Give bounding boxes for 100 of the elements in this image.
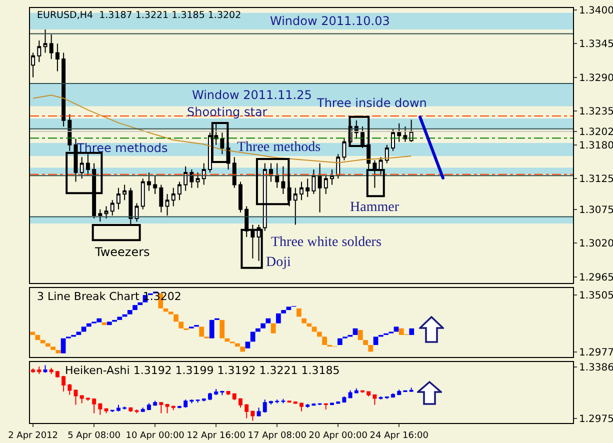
candlestick xyxy=(92,162,96,220)
candlestick xyxy=(110,200,114,216)
annotation: Hammer xyxy=(350,200,400,215)
bar xyxy=(220,320,225,338)
bar xyxy=(106,322,112,326)
candlestick xyxy=(378,396,383,400)
bar xyxy=(86,323,92,327)
candlestick xyxy=(372,394,377,406)
candlestick xyxy=(324,175,328,194)
candlestick xyxy=(378,156,383,176)
candlestick xyxy=(159,402,164,414)
annotation: Doji xyxy=(266,255,291,270)
y-tick-label: 1.3075 xyxy=(579,204,613,216)
y-tick-label: 1.3400 xyxy=(579,5,613,16)
candlestick xyxy=(110,410,114,413)
bar xyxy=(250,332,256,342)
bar xyxy=(266,318,271,324)
candlestick xyxy=(43,364,48,374)
bar xyxy=(358,330,363,340)
candlestick xyxy=(37,366,42,374)
candlestick xyxy=(300,402,304,412)
candlestick xyxy=(250,410,255,422)
candlestick xyxy=(74,138,78,182)
candlestick xyxy=(43,28,48,54)
bar xyxy=(317,332,322,337)
candlestick xyxy=(196,399,200,404)
candlestick xyxy=(128,187,133,226)
bar xyxy=(235,343,240,347)
x-tick-label: 20 Apr 00:00 xyxy=(308,430,368,441)
bar xyxy=(138,302,143,306)
bar xyxy=(296,308,302,317)
y-tick-label: 1.3125 xyxy=(579,174,613,186)
bar xyxy=(302,318,306,324)
candlestick xyxy=(214,388,218,396)
x-tick-label: 5 Apr 08:00 xyxy=(68,430,121,441)
bar xyxy=(132,305,138,310)
candlestick xyxy=(220,132,224,155)
candlestick xyxy=(31,368,36,374)
candlestick xyxy=(98,208,102,222)
candlestick xyxy=(98,402,102,416)
candlestick xyxy=(146,172,151,192)
bar xyxy=(276,313,281,324)
band-label: Window 2011.10.03 xyxy=(270,14,390,28)
bar xyxy=(127,310,132,314)
candlestick xyxy=(196,172,200,188)
x-tick-label: 12 Apr 16:00 xyxy=(186,430,246,441)
candlestick xyxy=(190,168,194,188)
candlestick xyxy=(116,404,120,412)
bar xyxy=(312,326,317,332)
y-tick-label: 1.3020 xyxy=(579,238,613,250)
candlestick xyxy=(86,154,90,176)
candlestick xyxy=(146,402,151,411)
candlestick xyxy=(214,122,218,146)
candlestick xyxy=(68,383,72,396)
candlestick xyxy=(128,407,133,413)
candlestick xyxy=(244,206,249,238)
bar xyxy=(394,326,399,332)
candlestick xyxy=(354,388,358,394)
bar xyxy=(322,336,327,346)
candlestick xyxy=(336,400,340,404)
y-tick-label: 1.3290 xyxy=(579,72,613,84)
candlestick xyxy=(165,403,170,414)
candlestick xyxy=(37,40,42,63)
y-tick-label: 1.3505 xyxy=(579,290,613,302)
x-tick-label: 10 Apr 00:00 xyxy=(126,430,185,441)
candlestick xyxy=(49,367,54,374)
candlestick xyxy=(275,162,280,188)
annotation: Shooting star xyxy=(187,105,268,119)
candlestick xyxy=(384,144,389,164)
candlestick xyxy=(391,129,396,152)
candlestick xyxy=(366,390,371,397)
candlestick xyxy=(306,403,310,408)
candlestick xyxy=(104,206,108,220)
candlestick xyxy=(159,184,164,213)
candlestick xyxy=(104,408,108,414)
candlestick xyxy=(80,156,84,180)
candlestick xyxy=(74,389,78,406)
candlestick xyxy=(165,193,170,216)
bar xyxy=(76,332,82,335)
candlestick xyxy=(140,407,145,413)
bar xyxy=(81,326,86,332)
x-tick-label: 17 Apr 08:00 xyxy=(248,430,307,441)
bar xyxy=(46,343,50,347)
candlestick xyxy=(348,390,352,399)
band-label: Window 2011.11.25 xyxy=(192,88,312,102)
candlestick xyxy=(318,162,322,213)
bar xyxy=(256,328,260,332)
y-tick-label: 1.3180 xyxy=(579,140,613,152)
bar xyxy=(174,314,178,322)
bar xyxy=(178,322,184,328)
candlestick xyxy=(116,187,120,210)
candlestick xyxy=(330,168,334,186)
bar xyxy=(363,340,368,346)
bar xyxy=(245,342,250,348)
candlestick xyxy=(153,175,158,194)
candlestick xyxy=(312,402,316,406)
x-tick-label: 24 Apr 16:00 xyxy=(370,430,429,441)
y-tick-label: 1.3235 xyxy=(579,106,613,118)
candlestick xyxy=(281,166,286,194)
bar xyxy=(30,332,35,335)
